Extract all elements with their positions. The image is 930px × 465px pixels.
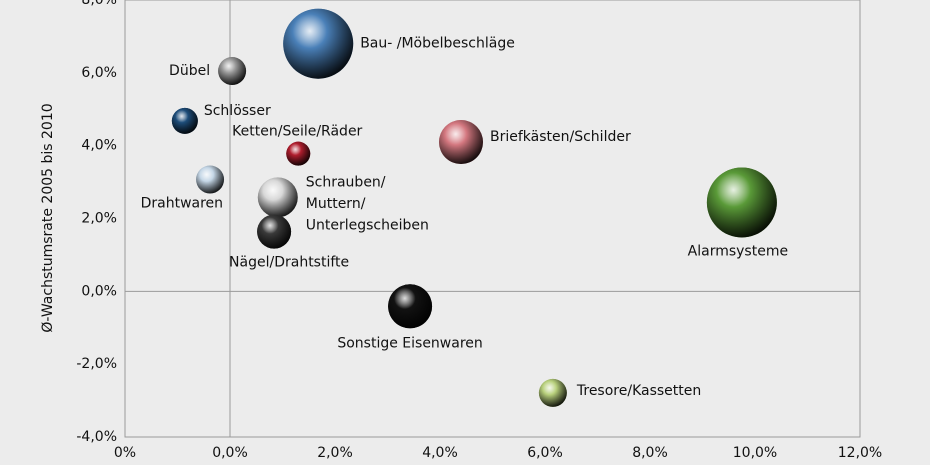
bubble bbox=[286, 141, 311, 166]
x-tick-label: 4,0% bbox=[422, 445, 458, 461]
bubble bbox=[171, 107, 198, 134]
bubble-label: Sonstige Eisenwaren bbox=[337, 335, 482, 351]
y-tick-label: -4,0% bbox=[76, 429, 117, 445]
bubble bbox=[196, 165, 225, 194]
x-tick-label: 0% bbox=[114, 445, 136, 461]
x-tick-label: 10,0% bbox=[733, 445, 777, 461]
y-tick-label: 2,0% bbox=[81, 211, 117, 227]
bubble-label: Ketten/Seile/Räder bbox=[232, 124, 362, 140]
bubble bbox=[218, 57, 247, 86]
bubble-label: Schrauben/ bbox=[306, 174, 386, 190]
y-tick-label: -2,0% bbox=[76, 356, 117, 372]
bubble-label: Nägel/Drahtstifte bbox=[229, 255, 349, 271]
x-tick-label: 12,0% bbox=[838, 445, 882, 461]
bubble-label: Muttern/ bbox=[306, 196, 366, 212]
x-tick-label: 6,0% bbox=[527, 445, 563, 461]
bubble-label: Schlösser bbox=[204, 103, 271, 119]
bubble-label: Bau- /Möbelbeschläge bbox=[360, 36, 515, 52]
y-tick-label: 4,0% bbox=[81, 138, 117, 154]
bubble-label: Tresore/Kassetten bbox=[576, 383, 701, 399]
bubble-label: Drahtwaren bbox=[141, 196, 223, 212]
y-tick-label: 0,0% bbox=[81, 283, 117, 299]
bubble bbox=[388, 284, 433, 329]
bubble bbox=[257, 177, 298, 218]
x-tick-label: 2,0% bbox=[317, 445, 353, 461]
bubble bbox=[283, 8, 354, 79]
x-tick-label: 0,0% bbox=[212, 445, 248, 461]
y-tick-label: 8,0% bbox=[81, 0, 117, 8]
x-tick-label: 8,0% bbox=[632, 445, 668, 461]
bubble bbox=[439, 120, 483, 165]
bubble bbox=[257, 214, 292, 249]
bubble-label: Alarmsysteme bbox=[688, 243, 788, 259]
bubble-label: Dübel bbox=[169, 63, 210, 79]
bubble bbox=[538, 378, 567, 407]
bubble bbox=[706, 167, 777, 238]
bubble-label: Unterlegscheiben bbox=[306, 217, 429, 233]
y-tick-label: 6,0% bbox=[81, 65, 117, 81]
bubble-label: Briefkästen/Schilder bbox=[490, 129, 631, 145]
y-axis-label: Ø-Wachstumsrate 2005 bis 2010 bbox=[40, 103, 56, 332]
plot-frame bbox=[124, 0, 861, 438]
